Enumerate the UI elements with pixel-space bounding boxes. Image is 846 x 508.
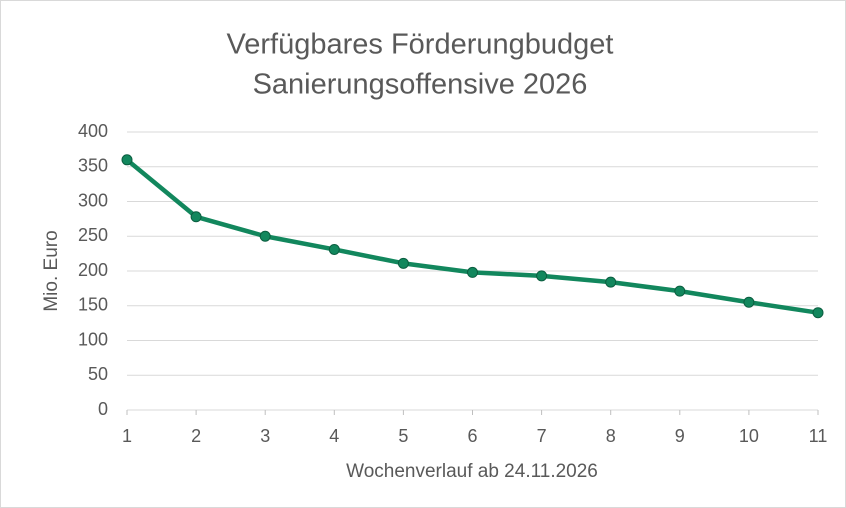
x-tick-label: 6 [467,426,477,446]
x-tick-label: 2 [191,426,201,446]
y-axis-title: Mio. Euro [41,230,62,311]
data-point [743,296,755,308]
x-tick-label: 1 [122,426,132,446]
y-tick-label: 350 [78,156,108,176]
data-point [674,285,686,297]
y-tick-label: 400 [78,121,108,141]
x-tick-label: 8 [606,426,616,446]
y-tick-label: 250 [78,225,108,245]
x-tick-label: 9 [675,426,685,446]
data-point [605,276,617,288]
x-tick-label: 7 [537,426,547,446]
x-tick-label: 11 [809,426,828,446]
x-tick-label: 3 [260,426,270,446]
data-point [121,154,133,166]
y-tick-label: 150 [78,295,108,315]
data-point [328,243,340,255]
x-tick-label: 5 [398,426,408,446]
data-point [536,270,548,282]
chart-title: Sanierungsoffensive 2026 [253,69,588,101]
data-point [467,266,478,278]
x-tick-label: 10 [739,426,759,446]
y-tick-label: 0 [98,399,108,419]
y-tick-label: 300 [78,190,108,210]
data-point [190,211,202,223]
data-point [397,257,409,269]
data-point [259,230,271,242]
data-point [812,307,824,319]
chart-title: Verfügbares Förderungbudget [227,29,614,61]
y-tick-label: 100 [78,329,108,349]
x-tick-label: 4 [329,426,339,446]
y-tick-label: 50 [88,364,108,384]
y-tick-label: 200 [78,260,108,280]
x-axis-title: Wochenverlauf ab 24.11.2026 [346,461,598,482]
